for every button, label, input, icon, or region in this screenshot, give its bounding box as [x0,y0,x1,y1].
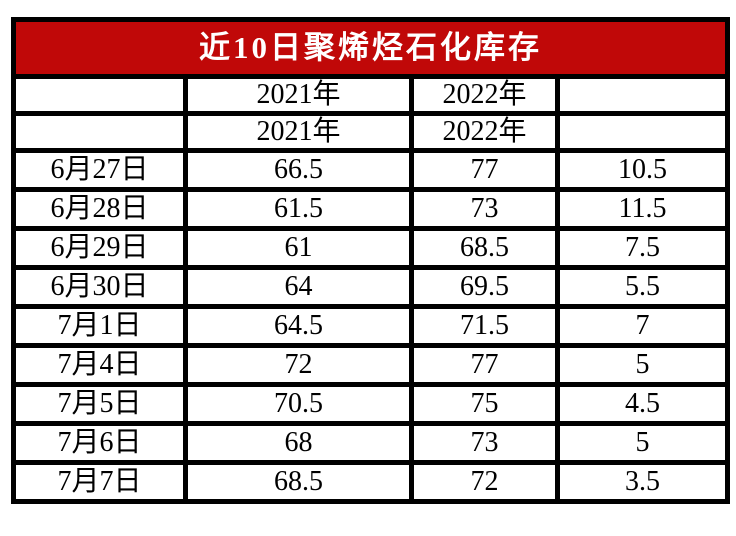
value-2021-cell: 72 [183,343,414,387]
diff-cell: 10.5 [555,148,730,192]
header-cell-2022: 2022年 [409,111,560,153]
value-2022-cell: 71.5 [409,304,560,348]
header-cell-2021: 2021年 [183,111,414,153]
diff-cell: 11.5 [555,187,730,231]
value-2022-cell: 72 [409,460,560,504]
diff-cell: 5 [555,343,730,387]
diff-cell: 7 [555,304,730,348]
title-row: 近10日聚烯烃石化库存 [11,17,730,79]
date-cell: 7月7日 [11,460,188,504]
value-2022-cell: 77 [409,148,560,192]
header-row-1: 2021年 2022年 [11,74,730,116]
value-2022-cell: 69.5 [409,265,560,309]
date-cell: 7月5日 [11,382,188,426]
table-row: 7月1日 64.5 71.5 7 [11,304,730,348]
header-cell-blank [555,74,730,116]
value-2021-cell: 68.5 [183,460,414,504]
table-row: 6月28日 61.5 73 11.5 [11,187,730,231]
table-row: 7月4日 72 77 5 [11,343,730,387]
table-row: 6月27日 66.5 77 10.5 [11,148,730,192]
date-cell: 6月30日 [11,265,188,309]
value-2021-cell: 61.5 [183,187,414,231]
diff-cell: 7.5 [555,226,730,270]
value-2021-cell: 64 [183,265,414,309]
diff-cell: 4.5 [555,382,730,426]
header-row-2: 2021年 2022年 [11,111,730,153]
date-cell: 6月29日 [11,226,188,270]
value-2022-cell: 73 [409,421,560,465]
value-2021-cell: 61 [183,226,414,270]
date-cell: 6月28日 [11,187,188,231]
table-row: 7月6日 68 73 5 [11,421,730,465]
date-cell: 7月6日 [11,421,188,465]
diff-cell: 3.5 [555,460,730,504]
value-2022-cell: 68.5 [409,226,560,270]
date-cell: 7月1日 [11,304,188,348]
table-row: 6月29日 61 68.5 7.5 [11,226,730,270]
diff-cell: 5.5 [555,265,730,309]
inventory-table: 近10日聚烯烃石化库存 2021年 2022年 2021年 2022年 6月27… [11,17,730,504]
date-cell: 6月27日 [11,148,188,192]
table-container: 近10日聚烯烃石化库存 2021年 2022年 2021年 2022年 6月27… [11,17,730,504]
date-cell: 7月4日 [11,343,188,387]
table-row: 6月30日 64 69.5 5.5 [11,265,730,309]
table-title: 近10日聚烯烃石化库存 [11,17,730,79]
header-cell-blank [11,74,188,116]
value-2021-cell: 66.5 [183,148,414,192]
value-2021-cell: 68 [183,421,414,465]
value-2021-cell: 70.5 [183,382,414,426]
header-cell-2022: 2022年 [409,74,560,116]
table-row: 7月5日 70.5 75 4.5 [11,382,730,426]
value-2022-cell: 73 [409,187,560,231]
header-cell-blank [555,111,730,153]
value-2022-cell: 75 [409,382,560,426]
value-2021-cell: 64.5 [183,304,414,348]
value-2022-cell: 77 [409,343,560,387]
header-cell-2021: 2021年 [183,74,414,116]
table-row: 7月7日 68.5 72 3.5 [11,460,730,504]
diff-cell: 5 [555,421,730,465]
header-cell-blank [11,111,188,153]
